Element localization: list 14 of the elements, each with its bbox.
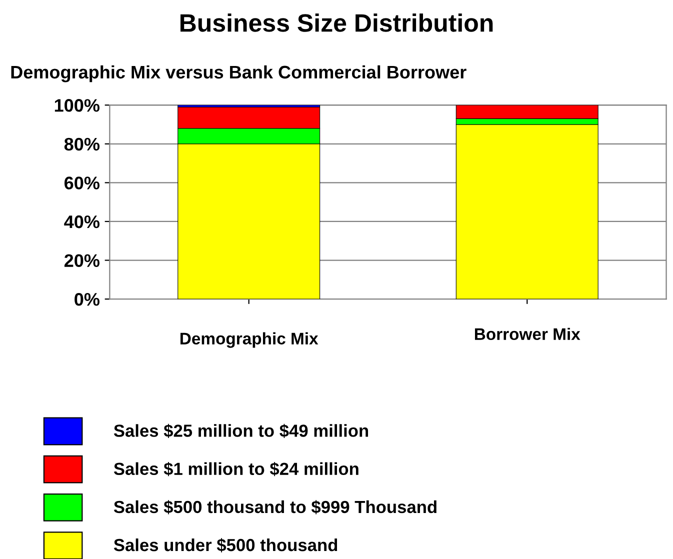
y-tick-label: 40%: [64, 215, 100, 228]
y-tick-label: 100%: [54, 99, 100, 112]
y-tick-label: 80%: [64, 138, 100, 151]
x-tick-label: Borrower Mix: [474, 328, 580, 340]
legend-label: Sales $1 million to $24 million: [114, 462, 358, 476]
y-tick-label: 60%: [64, 176, 100, 190]
chart-title: Business Size Distribution: [180, 14, 493, 32]
chart-subtitle: Demographic Mix versus Bank Commercial Borrower: [11, 65, 466, 82]
x-tick-label: Demographic Mix: [180, 332, 318, 348]
legend-label: Sales $25 million to $49 million: [114, 424, 368, 438]
y-tick-label: 20%: [64, 254, 100, 267]
y-tick-label: 0%: [74, 293, 100, 306]
legend-label: Sales $500 thousand to $999 Thousand: [114, 500, 436, 514]
legend-label: Sales under $500 thousand: [114, 538, 338, 552]
